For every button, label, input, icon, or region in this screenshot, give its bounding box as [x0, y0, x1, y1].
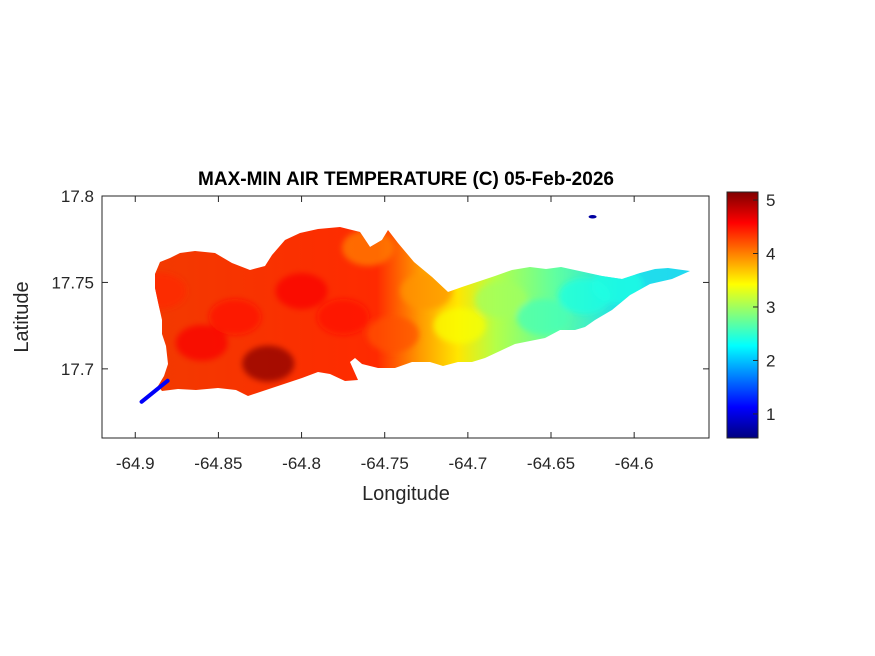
island-temperature-field — [139, 214, 690, 404]
map-axes: -64.9 -64.85 -64.8 -64.75 -64.7 -64.65 -64.6 17… — [51, 187, 710, 473]
colorbar-tick-label: 5 — [766, 191, 775, 210]
temperature-hotspot-1 — [175, 324, 228, 361]
x-tick-label: -64.85 — [194, 454, 242, 473]
y-tick-label: 17.75 — [51, 273, 94, 292]
y-axis-label: Latitude — [11, 281, 33, 352]
colorbar-tick-label: 4 — [766, 245, 775, 264]
colorbar-tick-label: 1 — [766, 405, 775, 424]
x-tick-label: -64.75 — [361, 454, 409, 473]
chart-title: MAX-MIN AIR TEMPERATURE (C) 05-Feb-2026 — [198, 169, 614, 190]
temperature-hotspot-5 — [317, 299, 370, 335]
x-tick-label: -64.7 — [448, 454, 487, 473]
x-tick-label: -64.6 — [615, 454, 654, 473]
buck-island-cay — [588, 214, 597, 219]
temperature-hotspot-7 — [367, 316, 420, 353]
colorbar-tick-label: 3 — [766, 298, 775, 317]
axes-box — [101, 195, 710, 439]
temperature-hotspot-8 — [400, 273, 453, 310]
temperature-hotspot-11 — [516, 299, 569, 335]
y-tick-label: 17.8 — [61, 187, 94, 206]
colorbar-frame — [726, 191, 759, 439]
temperature-hotspot-6 — [342, 229, 395, 266]
x-tick-label: -64.8 — [282, 454, 321, 473]
temperature-hotspot-9 — [433, 307, 486, 344]
colorbar: 1 2 3 4 5 — [726, 191, 775, 439]
x-tick-label: -64.9 — [116, 454, 155, 473]
colorbar-tick-label: 2 — [766, 351, 775, 370]
temperature-hotspot-4 — [275, 273, 328, 310]
x-tick-label: -64.65 — [527, 454, 575, 473]
temperature-hotspot-10 — [475, 281, 528, 318]
southwest-point-strip — [139, 378, 170, 404]
temperature-hotspot-2 — [209, 299, 262, 335]
y-tick-label: 17.7 — [61, 360, 94, 379]
colorbar-gradient — [727, 192, 758, 438]
temperature-hotspot-13 — [591, 267, 644, 304]
temperature-hotspot-3 — [242, 345, 295, 382]
temperature-hotspot-0 — [155, 273, 187, 310]
x-axis-label: Longitude — [362, 483, 450, 505]
